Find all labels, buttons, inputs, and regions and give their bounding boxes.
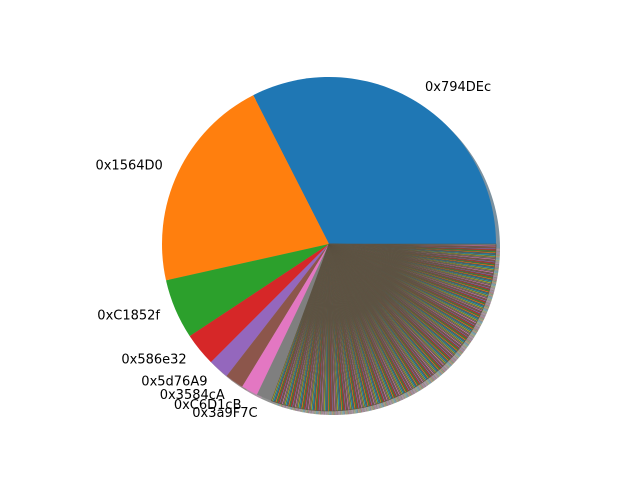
slice-label-0x3584ca: 0x3584cA [160, 388, 225, 403]
slice-label-0xc6d1cb: 0xC6D1cB [174, 398, 242, 413]
slice-label-0x1564d0: 0x1564D0 [95, 158, 162, 173]
slice-0x5d76a9 [210, 244, 329, 376]
slice-0x3584ca [226, 244, 329, 387]
slice-tail-240 [328, 243, 497, 246]
slice-0x586e32 [189, 244, 329, 363]
slice-0xc1852f [166, 244, 329, 337]
pie-slices [161, 76, 497, 412]
slice-0x1564d0 [161, 95, 329, 281]
slice-label-0x586e32: 0x586e32 [121, 353, 186, 368]
slice-0x794dec [253, 76, 496, 244]
slice-label-0xc1852f: 0xC1852f [97, 308, 160, 323]
pie-labels: 0x794DEc 0x1564D0 0xC1852f 0x586e32 0x5d76A9… [95, 80, 491, 421]
slice-0x3a9f7c [256, 244, 329, 401]
slice-0xc6d1cb [242, 244, 329, 395]
slice-label-0x5d76a9: 0x5d76A9 [141, 374, 207, 389]
slice-label-0x794dec: 0x794DEc [425, 80, 491, 95]
slice-label-0x3a9f7c: 0x3a9F7C [192, 406, 257, 421]
